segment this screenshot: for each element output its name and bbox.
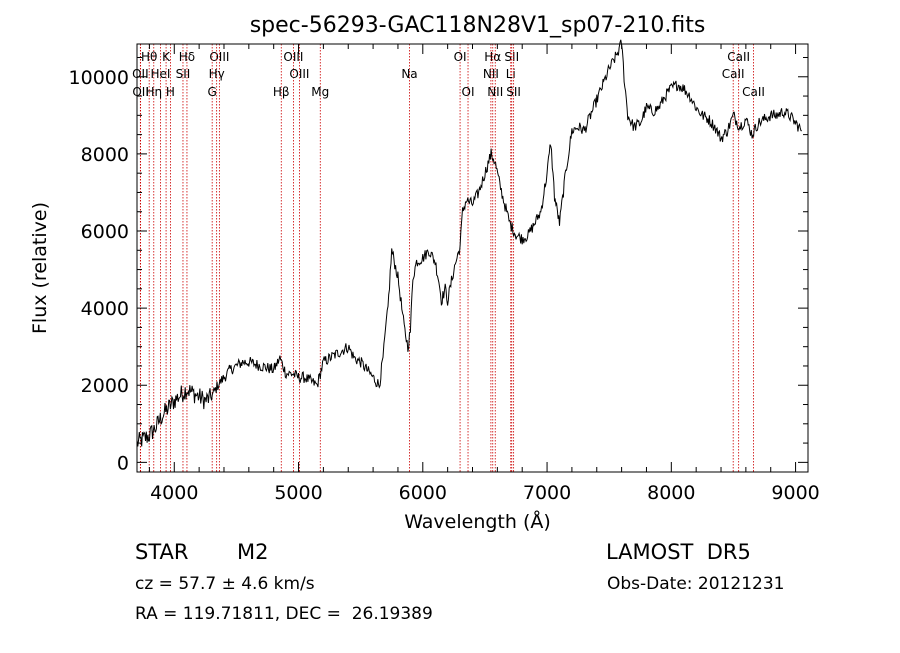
- spectral-line-label: Hδ: [179, 50, 195, 64]
- spectral-line-label: OI: [462, 85, 475, 99]
- spectral-line-label: OII: [132, 85, 149, 99]
- y-tick-label: 6000: [81, 221, 129, 243]
- y-axis-label: Flux (relative): [29, 202, 51, 334]
- spectrum-line: [136, 39, 802, 447]
- spectral-line-label: G: [208, 85, 217, 99]
- spectral-line-label: SII: [176, 67, 191, 81]
- y-tick-label: 10000: [69, 67, 129, 89]
- obs-date: Obs-Date: 20121231: [607, 574, 785, 594]
- spectral-line-label: NII: [487, 85, 503, 99]
- y-tick-label: 0: [117, 452, 129, 474]
- coordinates: RA = 119.71811, DEC = 26.19389: [135, 604, 433, 624]
- spectral-line-label: CaII: [742, 85, 765, 99]
- spectral-line-label: NII: [483, 67, 499, 81]
- y-tick-label: 4000: [81, 298, 129, 320]
- x-tick-label: 4000: [150, 482, 198, 504]
- spectral-line-label: Hα: [484, 50, 501, 64]
- spectral-line-label: Li: [506, 67, 516, 81]
- redshift-cz: cz = 57.7 ± 4.6 km/s: [135, 574, 315, 594]
- x-tick-label: 8000: [647, 482, 695, 504]
- spectral-line-label: HeI: [151, 67, 171, 81]
- chart-title: spec-56293-GAC118N28V1_sp07-210.fits: [250, 13, 706, 38]
- x-tick-label: 9000: [771, 482, 819, 504]
- x-axis-label: Wavelength (Å): [404, 510, 551, 533]
- spectral-line-label: Hθ: [141, 50, 157, 64]
- x-tick-label: 6000: [399, 482, 447, 504]
- object-class: STAR: [135, 540, 189, 564]
- spectral-line-label: SII: [504, 50, 519, 64]
- spectral-line-label: Hβ: [273, 85, 290, 99]
- spectral-line-label: CaII: [722, 67, 745, 81]
- spectral-line-label: SII: [506, 85, 521, 99]
- spectral-line-label: OIII: [289, 67, 309, 81]
- object-subclass: M2: [237, 540, 269, 564]
- x-tick-label: 5000: [274, 482, 322, 504]
- spectral-line-label: OIII: [209, 50, 229, 64]
- spectral-line-label: Mg: [311, 85, 329, 99]
- y-tick-label: 2000: [81, 375, 129, 397]
- spectral-line-label: Hγ: [209, 67, 225, 81]
- x-tick-label: 7000: [523, 482, 571, 504]
- spectral-line-label: OI: [454, 50, 467, 64]
- y-tick-label: 8000: [81, 144, 129, 166]
- spectral-line-label: Hη: [145, 85, 162, 99]
- spectral-line-label: CaII: [727, 50, 750, 64]
- spectral-line-label: Na: [401, 67, 417, 81]
- plot-frame: [136, 43, 809, 473]
- spectral-line-label: K: [162, 50, 171, 64]
- survey-name: LAMOST DR5: [606, 540, 751, 564]
- spectral-line-label: OIII: [283, 50, 303, 64]
- spectral-line-label: H: [166, 85, 175, 99]
